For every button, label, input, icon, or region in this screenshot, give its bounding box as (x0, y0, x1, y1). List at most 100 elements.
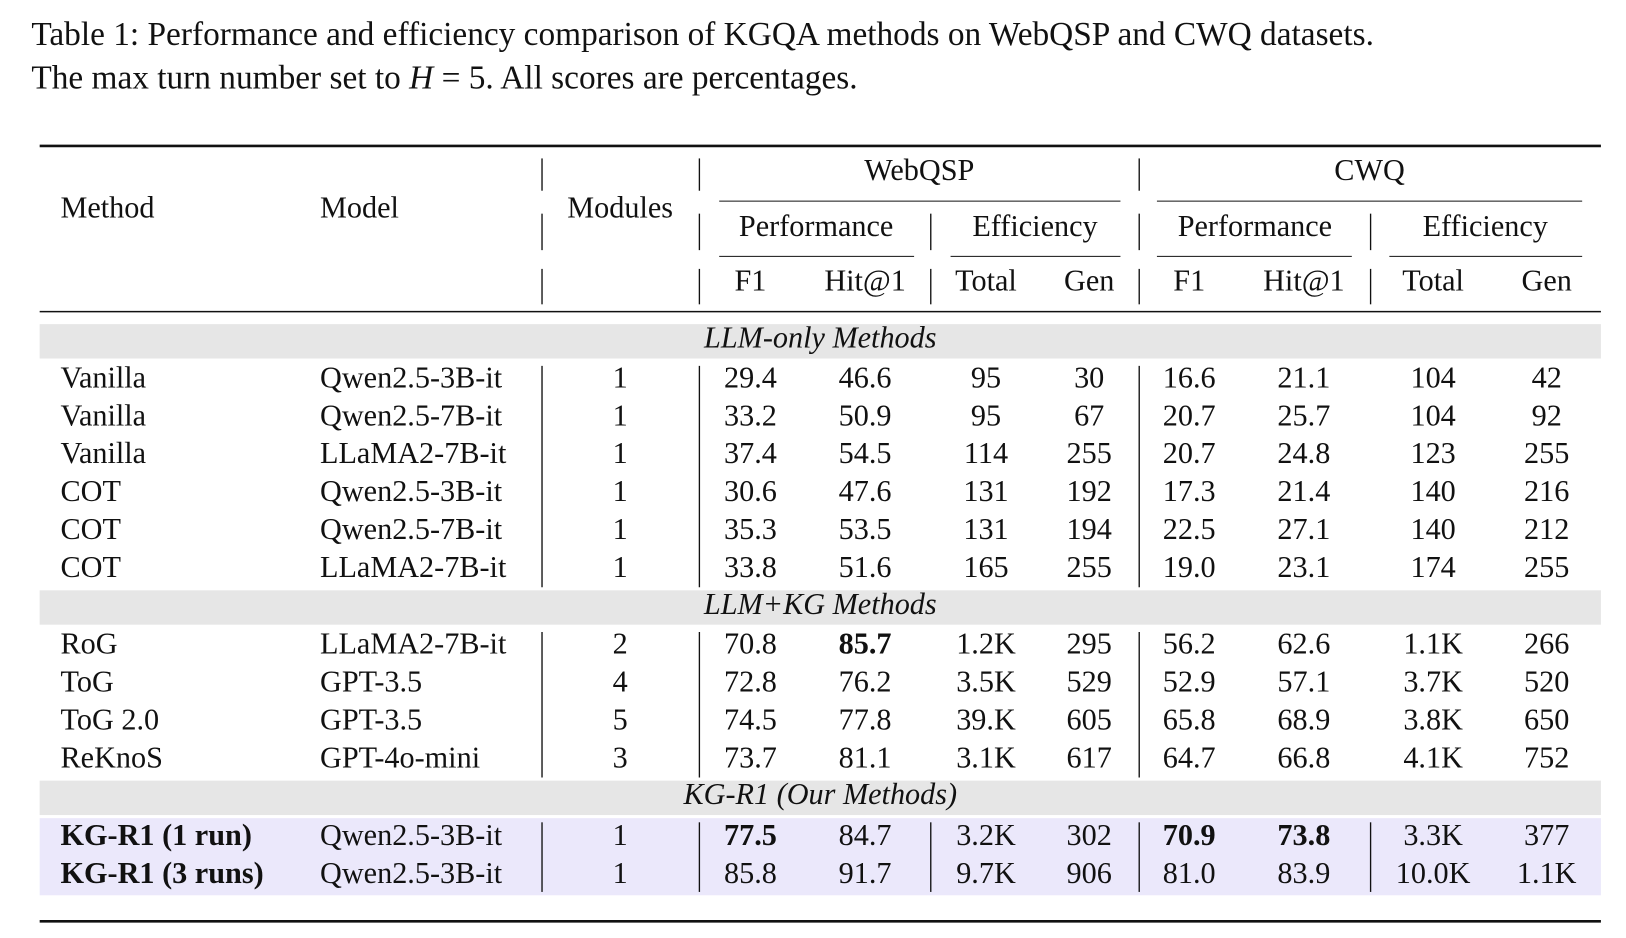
cell: 37.4 (724, 436, 777, 470)
header-subgroup: Performance (739, 209, 893, 243)
cell: 62.6 (1277, 627, 1330, 661)
cell: 53.5 (839, 512, 892, 546)
cell: 1 (613, 512, 628, 546)
cell: GPT-3.5 (320, 664, 422, 698)
cell: COT (61, 474, 121, 508)
cell: 255 (1524, 436, 1569, 470)
caption-part: The max turn number set to (31, 59, 409, 96)
cell: 30 (1074, 360, 1104, 394)
cell: ToG 2.0 (61, 702, 160, 736)
cell: 91.7 (839, 856, 892, 890)
cell: 23.1 (1277, 550, 1330, 584)
section-band (39, 324, 1601, 359)
cell: 92 (1532, 398, 1562, 432)
cell: 19.0 (1163, 550, 1216, 584)
cell: KG-R1 (3 runs) (61, 856, 264, 890)
section-band (39, 780, 1601, 816)
header-column: F1 (1173, 263, 1205, 297)
cell: 47.6 (839, 474, 892, 508)
cell: 42 (1532, 360, 1562, 394)
cell: 81.1 (839, 740, 892, 774)
cell: 68.9 (1277, 702, 1330, 736)
cell: 520 (1524, 664, 1569, 698)
cell: 30.6 (724, 474, 777, 508)
header-modules: Modules (567, 190, 673, 224)
cell: 3.8K (1403, 702, 1463, 736)
cell: 4 (613, 664, 628, 698)
header-column: Gen (1064, 263, 1114, 297)
cell: 255 (1524, 550, 1569, 584)
cell: 74.5 (724, 702, 777, 736)
cell: 33.8 (724, 550, 777, 584)
cell: GPT-3.5 (320, 702, 422, 736)
cell: 52.9 (1163, 664, 1216, 698)
cell: 56.2 (1163, 627, 1216, 661)
cell: Qwen2.5-3B-it (320, 856, 503, 890)
cell: 54.5 (839, 436, 892, 470)
cell: 5 (613, 702, 628, 736)
cell: 95 (971, 398, 1001, 432)
cell: 77.8 (839, 702, 892, 736)
cell: 70.9 (1163, 818, 1216, 852)
cell: 77.5 (724, 818, 777, 852)
cell: 39.K (956, 702, 1016, 736)
cell: 1 (613, 398, 628, 432)
cell: 83.9 (1277, 856, 1330, 890)
cell: 617 (1067, 740, 1112, 774)
header-subgroup: Performance (1178, 209, 1332, 243)
cell: 605 (1067, 702, 1112, 736)
cell: 64.7 (1163, 740, 1216, 774)
cell: 17.3 (1163, 474, 1216, 508)
cell: 2 (613, 627, 628, 661)
header-column: F1 (735, 263, 767, 297)
cell: 216 (1524, 474, 1569, 508)
cell: 123 (1410, 436, 1455, 470)
cell: 165 (963, 550, 1008, 584)
cell: 3.2K (956, 818, 1016, 852)
cell: 10.0K (1396, 856, 1471, 890)
cell: 1.2K (956, 627, 1016, 661)
section-title: LLM+KG Methods (703, 587, 937, 621)
cell: 46.6 (839, 360, 892, 394)
cell: ToG (61, 664, 114, 698)
cell: 529 (1067, 664, 1112, 698)
cell: 67 (1074, 398, 1104, 432)
cell: 1 (613, 856, 628, 890)
section-title: LLM-only Methods (703, 321, 937, 355)
cell: 1 (613, 550, 628, 584)
cell: 3 (613, 740, 628, 774)
cell: 22.5 (1163, 512, 1216, 546)
cell: 295 (1067, 627, 1112, 661)
cell: 25.7 (1277, 398, 1330, 432)
cell: 906 (1067, 856, 1112, 890)
cell: 131 (963, 474, 1008, 508)
cell: 3.1K (956, 740, 1016, 774)
caption-line2: The max turn number set to H = 5. All sc… (31, 59, 857, 96)
cell: 1 (613, 360, 628, 394)
section-title: KG-R1 (Our Methods) (682, 777, 957, 811)
cell: 20.7 (1163, 436, 1216, 470)
cell: LLaMA2-7B-it (320, 550, 507, 584)
cell: Qwen2.5-3B-it (320, 818, 503, 852)
cell: 21.4 (1277, 474, 1330, 508)
header-model: Model (320, 190, 399, 224)
header-subgroup: Efficiency (972, 209, 1097, 243)
cell: 255 (1067, 550, 1112, 584)
caption-math: H (408, 59, 435, 96)
cell: 212 (1524, 512, 1569, 546)
cell: 57.1 (1277, 664, 1330, 698)
cell: LLaMA2-7B-it (320, 436, 507, 470)
cell: 650 (1524, 702, 1569, 736)
cell: 1.1K (1403, 627, 1463, 661)
cell: 81.0 (1163, 856, 1216, 890)
cell: COT (61, 550, 121, 584)
cell: 85.8 (724, 856, 777, 890)
cell: 1.1K (1517, 856, 1577, 890)
cell: Qwen2.5-7B-it (320, 398, 503, 432)
cell: Vanilla (61, 360, 147, 394)
highlight-band (39, 818, 1601, 896)
cell: 1 (613, 474, 628, 508)
cell: 16.6 (1163, 360, 1216, 394)
header-method: Method (61, 190, 155, 224)
